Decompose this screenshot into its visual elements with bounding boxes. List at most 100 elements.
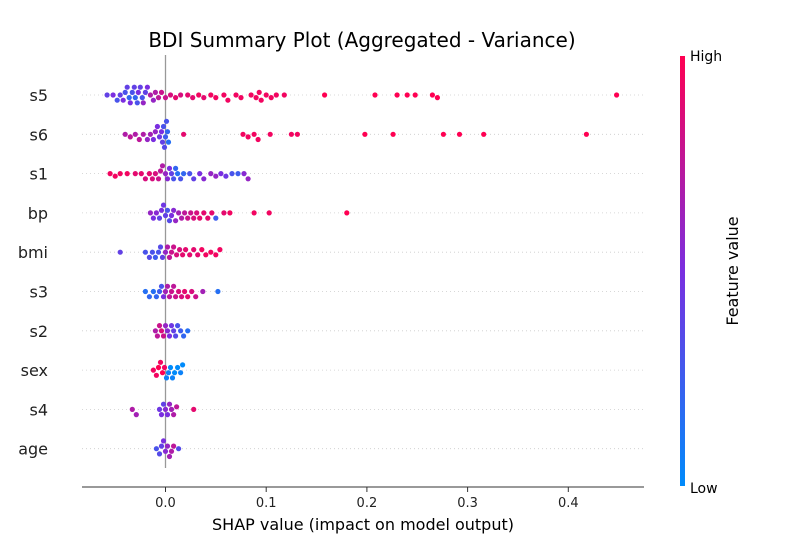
shap-point [147,210,153,216]
shap-point [190,95,196,101]
shap-point [161,144,168,150]
shap-point [221,210,227,216]
shap-point [178,328,184,334]
shap-point [152,328,158,334]
shap-point [156,215,163,221]
shap-point [152,171,158,177]
shap-point [104,92,110,98]
shap-point [171,207,177,213]
shap-point [182,210,188,216]
shap-point [179,294,185,300]
shap-point [142,89,148,95]
shap-point [181,171,187,177]
shap-point [158,283,165,289]
shap-point [156,451,163,457]
shap-point [142,249,148,255]
shap-point [185,92,191,98]
shap-point [153,210,159,216]
shap-point [288,131,294,137]
shap-point [221,92,227,98]
shap-point [200,288,206,295]
shap-point [404,92,410,98]
feature-label: bmi [18,243,48,262]
shap-point [193,294,199,300]
shap-point [173,95,179,101]
row-guides [82,94,644,450]
shap-point [178,176,184,182]
shap-point [156,134,163,140]
data-points [104,84,620,460]
feature-label: sex [21,361,48,380]
x-axis-label: SHAP value (impact on model output) [212,515,514,534]
shap-point [158,129,165,135]
shap-point [166,401,173,407]
shap-point [117,249,123,255]
shap-point [227,210,233,216]
shap-point [256,89,262,95]
shap-point [162,406,169,412]
shap-point [171,443,177,449]
shap-point [142,176,148,182]
shap-point [164,443,171,449]
shap-point [171,328,177,334]
shap-point [201,95,207,101]
shap-point [199,247,205,253]
shap-point [176,446,182,452]
shap-point [168,249,175,255]
shap-point [213,215,219,221]
shap-point [344,210,350,216]
shap-point [440,131,446,137]
shap-point [131,84,137,90]
shap-point [191,247,197,253]
shap-point [152,129,158,135]
shap-point [583,131,590,137]
shap-point [117,171,123,177]
shap-point [165,139,172,145]
shap-point [164,283,171,289]
colorbar-label: Feature value [723,216,742,325]
shap-point [161,364,168,371]
shap-point [146,171,152,177]
shap-point [160,438,167,444]
feature-label: s4 [29,400,48,419]
shap-point [197,215,203,221]
shap-point [229,171,235,177]
shap-point [176,210,182,216]
shap-point [201,210,207,216]
shap-point [166,254,173,260]
shap-point [251,210,257,216]
shap-point [322,92,328,98]
shap-point [240,131,246,137]
shap-point [481,131,487,137]
shap-point [412,92,418,98]
shap-point [160,202,167,208]
shap-point [245,176,251,182]
shap-point [146,294,152,300]
shap-point [168,448,175,454]
x-tick-label: 0.3 [457,496,478,511]
shap-point [162,95,169,101]
shap-point [135,89,141,95]
shap-point [127,100,133,106]
shap-point [168,406,175,412]
shap-point [158,207,165,213]
shap-point [268,95,274,101]
shap-point [185,215,191,221]
shap-point [253,95,259,101]
shap-point [155,249,162,255]
shap-point [194,210,200,216]
shap-point [162,249,169,255]
shap-point [197,171,203,177]
shap-point [266,210,272,216]
shap-point [158,412,165,418]
shap-point [171,283,177,289]
shap-point [150,136,156,143]
shap-point [255,136,261,143]
shap-point [217,247,223,253]
shap-point [158,443,165,449]
shap-point [251,131,257,137]
shap-point [166,165,173,171]
x-tick-label: 0.4 [558,496,579,511]
shap-point [120,97,126,103]
